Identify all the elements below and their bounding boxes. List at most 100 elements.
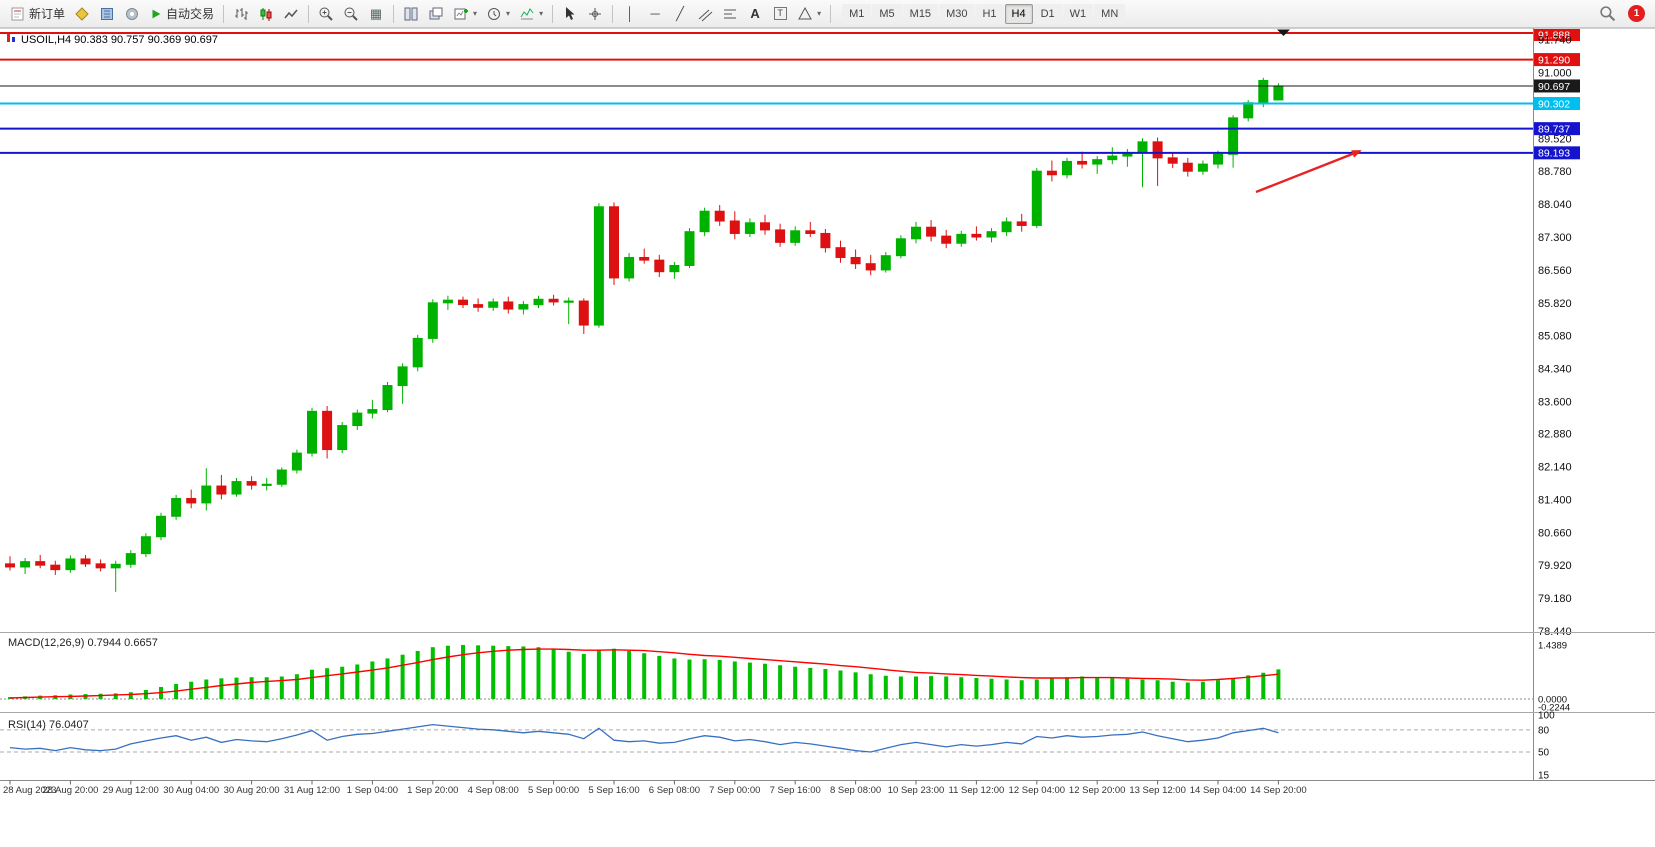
- price-tick-label: 78.440: [1538, 626, 1572, 638]
- candle-body: [593, 206, 604, 326]
- candle: [186, 489, 197, 509]
- editor-button[interactable]: [70, 3, 94, 25]
- timeframe-M1[interactable]: M1: [842, 3, 872, 24]
- zoom-in-button[interactable]: [314, 3, 338, 25]
- candle: [548, 294, 559, 306]
- macd-histogram-bar: [1200, 681, 1205, 699]
- toolbar-separator: [223, 4, 225, 23]
- macd-histogram-bar: [838, 670, 843, 699]
- toolbar-separator: [612, 4, 614, 23]
- notification-badge[interactable]: 1: [1628, 5, 1645, 22]
- candle: [593, 203, 604, 328]
- macd-histogram-bar: [279, 676, 284, 699]
- rsi-panel: RSI(14) 76.0407 100 80 50 15: [0, 711, 1555, 782]
- timeframe-M30[interactable]: M30: [939, 3, 975, 24]
- candlestick-chart-button[interactable]: [254, 3, 278, 25]
- cursor-button[interactable]: [558, 3, 582, 25]
- candle-body: [322, 410, 333, 451]
- timeframe-MN[interactable]: MN: [1094, 3, 1126, 24]
- search-button[interactable]: [1595, 3, 1620, 25]
- candle: [744, 218, 755, 238]
- macd-histogram-bar: [778, 665, 783, 699]
- candle: [35, 554, 46, 569]
- market-depth-button[interactable]: [95, 3, 119, 25]
- dropdown-caret-icon: ▾: [817, 9, 822, 18]
- candle-body: [609, 206, 619, 279]
- channel-button[interactable]: [693, 3, 717, 25]
- fibonacci-button[interactable]: [718, 3, 742, 25]
- candle: [427, 299, 438, 343]
- macd-histogram-bar: [989, 678, 994, 699]
- time-label: 7 Sep 16:00: [770, 785, 821, 796]
- period-clock-button[interactable]: ▾: [482, 3, 514, 25]
- timeframe-M5[interactable]: M5: [872, 3, 902, 24]
- candle: [578, 298, 589, 334]
- candle: [609, 202, 619, 286]
- candle: [382, 381, 393, 413]
- new-order-label: 新订单: [29, 7, 66, 21]
- timeframe-H1[interactable]: H1: [975, 3, 1004, 24]
- text-icon: A: [750, 6, 760, 21]
- indicators-button[interactable]: ▾: [515, 3, 547, 25]
- cascade-windows-button[interactable]: [424, 3, 448, 25]
- price-tick-label: 88.780: [1538, 166, 1572, 178]
- bar-chart-button[interactable]: [229, 3, 253, 25]
- candle: [941, 229, 952, 249]
- chart-shift-button[interactable]: ▦: [364, 3, 388, 25]
- macd-histogram-bar: [702, 659, 707, 699]
- text-button[interactable]: A: [743, 3, 767, 25]
- macd-histogram-bar: [113, 693, 118, 699]
- candle: [337, 421, 348, 454]
- scroll-end-marker[interactable]: [1277, 29, 1290, 37]
- candle-body: [956, 233, 967, 244]
- trendline-button[interactable]: ╱: [668, 3, 692, 25]
- text-label-button[interactable]: T: [768, 3, 792, 25]
- candle: [911, 221, 921, 244]
- cursor-icon: [562, 6, 578, 22]
- time-label: 10 Sep 23:00: [888, 785, 945, 796]
- new-chart-button[interactable]: ▾: [449, 3, 481, 25]
- candles: [5, 77, 1284, 592]
- candle-body: [1152, 141, 1163, 159]
- vertical-line-button[interactable]: │: [618, 3, 642, 25]
- candle: [1046, 160, 1057, 182]
- candle-body: [1031, 170, 1042, 226]
- timeframe-H4[interactable]: H4: [1004, 3, 1033, 24]
- community-button[interactable]: [120, 3, 144, 25]
- macd-histogram-bar: [1095, 677, 1100, 699]
- shapes-icon: [797, 6, 813, 22]
- candle-body: [246, 481, 257, 486]
- candle-body: [1046, 170, 1057, 176]
- timeframe-D1[interactable]: D1: [1033, 3, 1062, 24]
- candle: [201, 468, 212, 511]
- tile-windows-button[interactable]: [399, 3, 423, 25]
- candle: [639, 248, 650, 264]
- new-order-button[interactable]: 新订单: [6, 3, 69, 25]
- trend-arrow-annotation[interactable]: [1255, 149, 1362, 194]
- crosshair-button[interactable]: [583, 3, 607, 25]
- macd-histogram-bar: [612, 648, 616, 699]
- shapes-button[interactable]: ▾: [793, 3, 825, 25]
- price-tick-label: 83.600: [1538, 397, 1572, 409]
- chart-canvas[interactable]: 91.888 91.290 90.697 90.302 89.737 89.193 91.7…: [0, 28, 1655, 842]
- price-tag-label: 90.697: [1538, 81, 1570, 93]
- macd-histogram-bar: [355, 664, 360, 699]
- line-chart-button[interactable]: [279, 3, 303, 25]
- price-tag: [1534, 79, 1580, 93]
- candle: [1077, 151, 1088, 169]
- candle-body: [473, 304, 484, 308]
- candle-body: [95, 563, 106, 569]
- horizontal-line-button[interactable]: ─: [643, 3, 667, 25]
- macd-histogram-bar: [642, 653, 647, 699]
- zoom-out-button[interactable]: [339, 3, 363, 25]
- rsi-axis-label: 80: [1538, 725, 1550, 736]
- timeframe-M15[interactable]: M15: [902, 3, 939, 24]
- timeframe-W1[interactable]: W1: [1062, 3, 1094, 24]
- candle-body: [518, 304, 529, 310]
- price-tag: [1534, 97, 1580, 111]
- vertical-line-icon: │: [626, 6, 635, 21]
- macd-histogram-bar: [310, 669, 314, 699]
- candle-body: [156, 515, 166, 538]
- autotrade-button[interactable]: 自动交易: [145, 3, 218, 25]
